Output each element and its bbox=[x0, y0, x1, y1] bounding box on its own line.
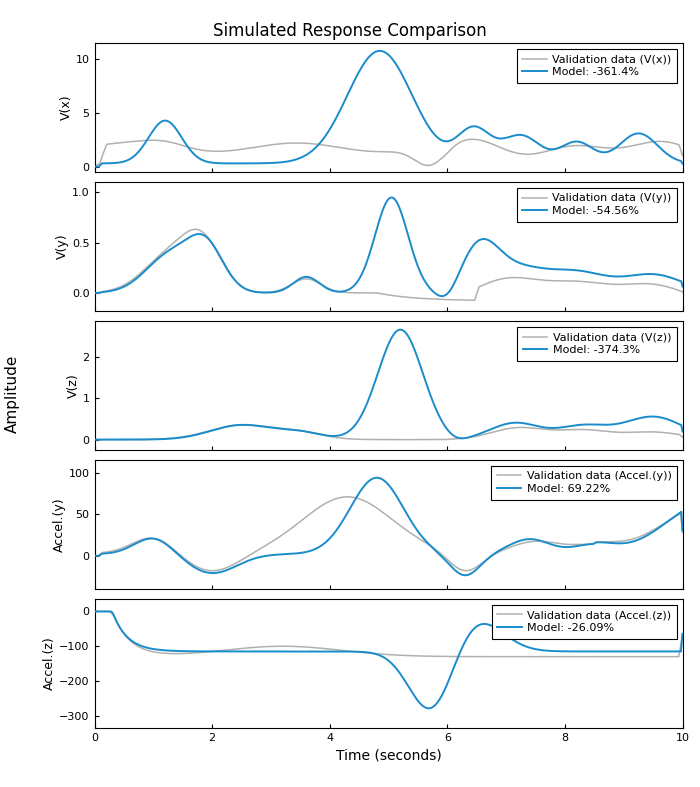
Legend: Validation data (V(z)), Model: -374.3%: Validation data (V(z)), Model: -374.3% bbox=[517, 327, 677, 360]
Y-axis label: V(y): V(y) bbox=[56, 234, 69, 260]
X-axis label: Time (seconds): Time (seconds) bbox=[335, 748, 442, 763]
Legend: Validation data (Accel.(y)), Model: 69.22%: Validation data (Accel.(y)), Model: 69.2… bbox=[491, 466, 677, 500]
Text: Simulated Response Comparison: Simulated Response Comparison bbox=[213, 22, 487, 40]
Text: Amplitude: Amplitude bbox=[5, 354, 20, 433]
Y-axis label: V(z): V(z) bbox=[66, 373, 80, 398]
Legend: Validation data (Accel.(z)), Model: -26.09%: Validation data (Accel.(z)), Model: -26.… bbox=[491, 605, 677, 639]
Legend: Validation data (V(x)), Model: -361.4%: Validation data (V(x)), Model: -361.4% bbox=[517, 49, 677, 83]
Y-axis label: Accel.(y): Accel.(y) bbox=[53, 497, 66, 552]
Y-axis label: Accel.(z): Accel.(z) bbox=[43, 637, 57, 690]
Legend: Validation data (V(y)), Model: -54.56%: Validation data (V(y)), Model: -54.56% bbox=[517, 188, 677, 222]
Y-axis label: V(x): V(x) bbox=[60, 94, 73, 120]
